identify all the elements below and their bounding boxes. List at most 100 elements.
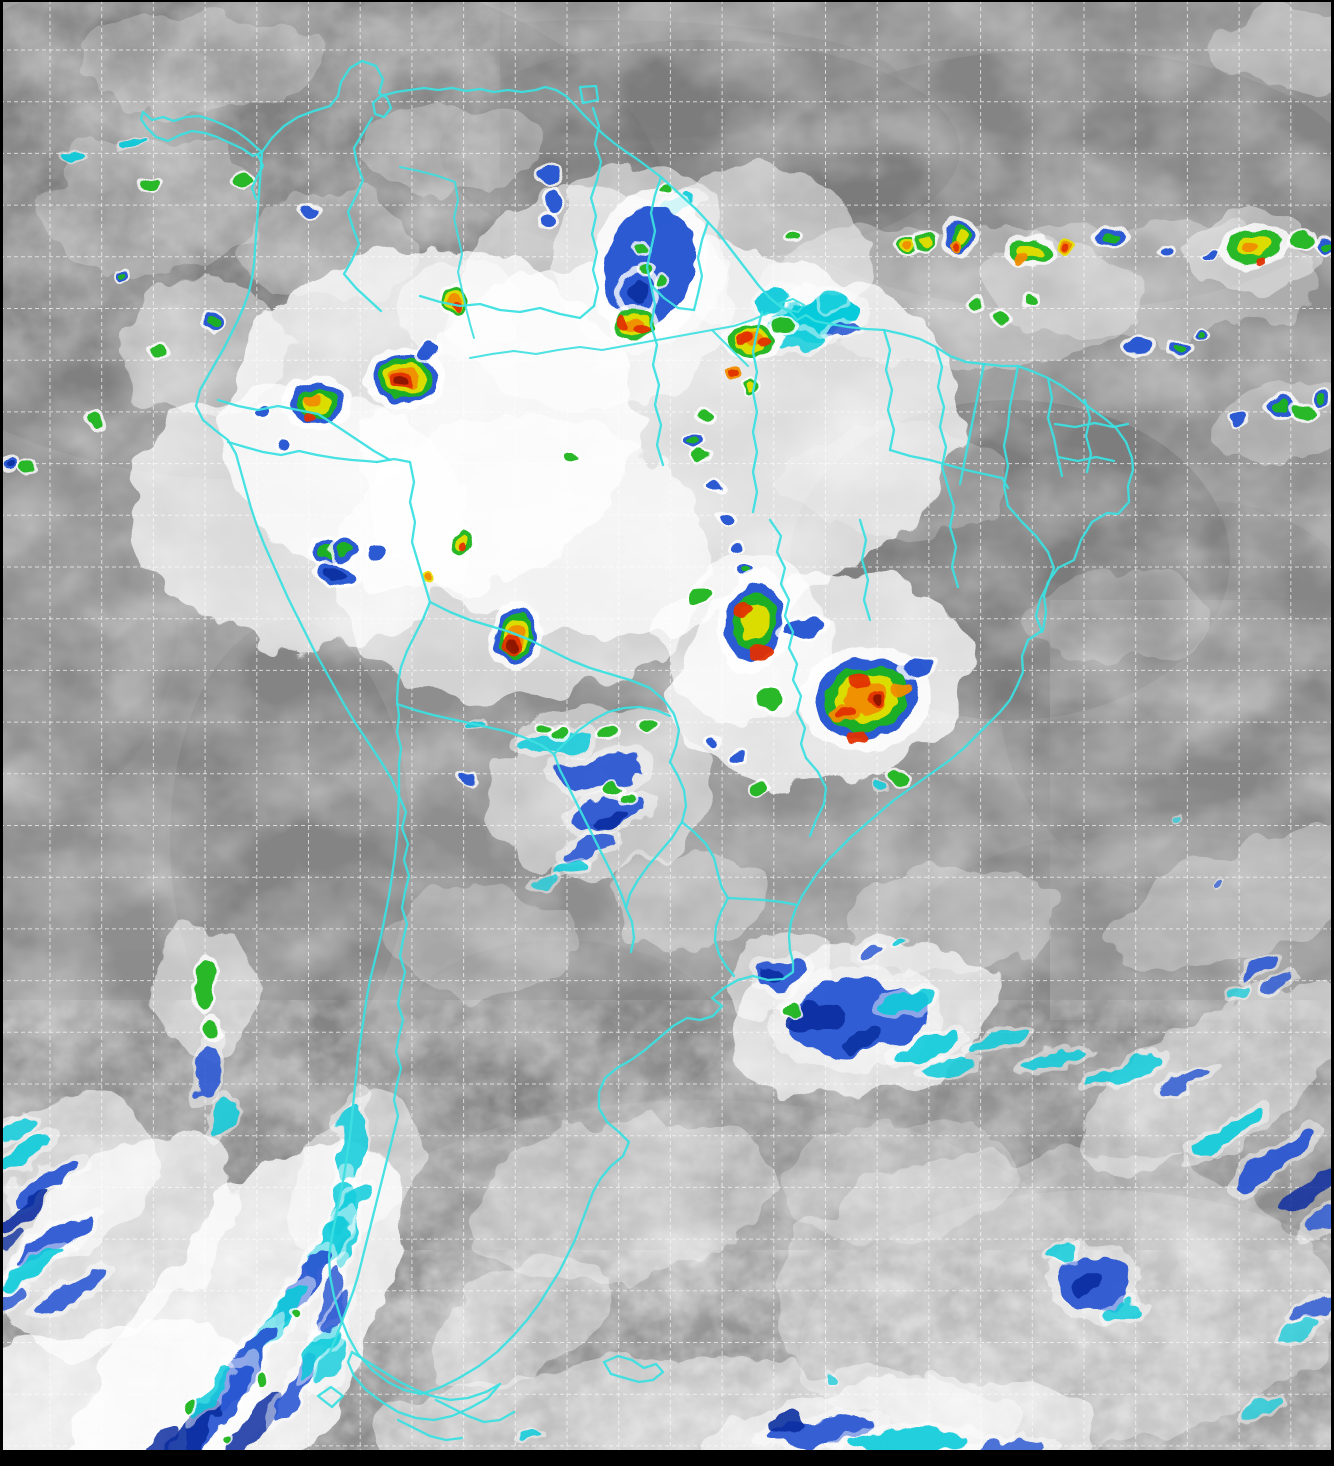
- front-streak: [1282, 1320, 1318, 1340]
- front-streak: [770, 1415, 810, 1435]
- border-path: [649, 283, 665, 467]
- convective-cell-ring: [305, 393, 321, 405]
- front-streak: [1071, 1273, 1105, 1295]
- convective-cell-ring: [759, 336, 773, 346]
- convective-cell: [535, 164, 565, 186]
- border-path: [1056, 455, 1116, 463]
- convective-cell: [830, 706, 860, 722]
- convective-cell-ring: [970, 299, 984, 309]
- front-streak: [760, 967, 780, 981]
- convective-cell-ring: [323, 568, 349, 580]
- convective-cell-ring: [460, 772, 476, 784]
- convective-cell: [392, 373, 412, 389]
- border-path: [858, 518, 872, 622]
- front-streak: [827, 322, 859, 338]
- convective-cell-ring: [773, 317, 793, 333]
- border-path: [226, 440, 379, 464]
- convective-cell-ring: [223, 1433, 233, 1443]
- border-path: [552, 705, 672, 756]
- convective-cell: [459, 544, 469, 552]
- border-path: [396, 1418, 464, 1442]
- front-streak: [1027, 1045, 1089, 1071]
- convective-cell-ring: [638, 720, 656, 732]
- convective-cell: [739, 377, 761, 393]
- border-path: [346, 1350, 502, 1422]
- border-path: [316, 1385, 345, 1409]
- border-path: [342, 116, 383, 313]
- convective-cell-ring: [1127, 336, 1153, 354]
- convective-cell-ring: [539, 167, 561, 183]
- convective-cell-ring: [634, 325, 648, 335]
- convective-cell-ring: [139, 178, 161, 190]
- convective-cell: [1256, 258, 1266, 266]
- frame-edge-right: [1331, 0, 1334, 1466]
- convective-cell: [705, 479, 727, 495]
- convective-cell: [193, 952, 217, 1016]
- convective-cell-ring: [621, 794, 635, 804]
- front-streak: [1240, 1399, 1284, 1417]
- front-streak: [337, 1102, 367, 1178]
- convective-cell: [503, 637, 523, 655]
- convective-cell: [1199, 249, 1221, 261]
- convective-cell: [255, 1373, 269, 1387]
- convective-cell-ring: [506, 640, 520, 652]
- convective-cell: [412, 340, 444, 364]
- convective-cell-ring: [657, 277, 669, 287]
- convective-cell-ring: [233, 175, 253, 187]
- convective-cell-ring: [787, 231, 799, 241]
- convective-cell: [1090, 224, 1132, 250]
- convective-cell: [542, 185, 566, 215]
- convective-cell-ring: [783, 618, 827, 638]
- convective-cell: [682, 431, 706, 451]
- convective-cell: [846, 729, 868, 743]
- convective-cell: [952, 242, 964, 252]
- convective-cell-ring: [720, 512, 734, 522]
- border-path: [375, 457, 432, 604]
- convective-cell: [537, 211, 559, 229]
- convective-cell: [201, 310, 227, 334]
- convective-cell-ring: [890, 772, 910, 786]
- convective-cell-ring: [554, 729, 568, 739]
- cloud-blob: [610, 850, 770, 950]
- convective-cell: [727, 366, 743, 378]
- convective-cell: [635, 718, 659, 734]
- convective-cell: [111, 266, 133, 286]
- convective-cell: [84, 411, 106, 429]
- convective-cell-ring: [846, 729, 868, 743]
- front-streak: [1280, 1168, 1334, 1216]
- convective-cell-ring: [749, 781, 767, 795]
- convective-cell-ring: [1228, 412, 1248, 424]
- river-path: [399, 166, 475, 339]
- convective-cell: [617, 791, 639, 807]
- convective-cell-ring: [900, 241, 912, 251]
- front-streak: [845, 1428, 965, 1456]
- front-streak: [0, 1115, 38, 1141]
- convective-cell: [735, 604, 753, 618]
- front-streak: [888, 940, 908, 952]
- front-streak: [0, 1248, 64, 1288]
- border-path: [316, 412, 392, 462]
- cold-front-layer: [0, 137, 1334, 1466]
- convective-cell: [637, 260, 655, 276]
- convective-cell-ring: [306, 414, 316, 422]
- front-streak: [522, 732, 590, 756]
- cloud-blob: [429, 1253, 611, 1387]
- country-borders-layer: [139, 59, 1135, 1442]
- convective-cell: [253, 404, 271, 420]
- convective-cell-ring: [954, 229, 968, 245]
- front-streak: [1265, 975, 1299, 995]
- border-path: [434, 1398, 516, 1424]
- convective-cell: [146, 342, 168, 360]
- convective-cell-ring: [424, 571, 432, 579]
- cloud-blob: [390, 885, 570, 995]
- convective-cell: [654, 274, 672, 290]
- border-path: [216, 398, 320, 416]
- convective-cell-ring: [365, 543, 385, 561]
- convective-cell: [1285, 229, 1317, 251]
- convective-cell-ring: [88, 414, 102, 426]
- convective-cell: [887, 769, 913, 789]
- convective-cell-ring: [902, 657, 934, 679]
- convective-cell-ring: [918, 236, 932, 246]
- convective-cell-ring: [688, 436, 700, 446]
- convective-cell: [230, 173, 256, 189]
